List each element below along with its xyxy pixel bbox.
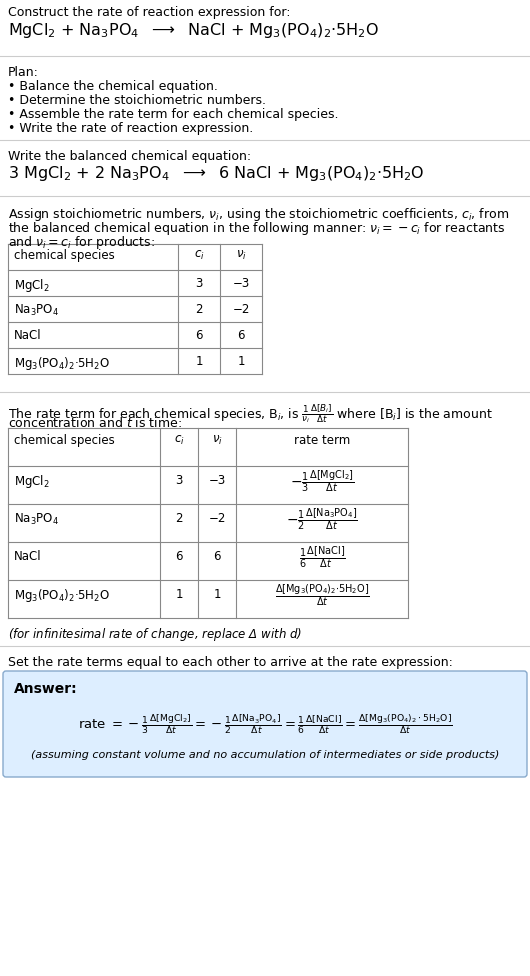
Text: (assuming constant volume and no accumulation of intermediates or side products): (assuming constant volume and no accumul… [31,750,499,760]
FancyBboxPatch shape [3,671,527,777]
Text: (for infinitesimal rate of change, replace Δ with $d$): (for infinitesimal rate of change, repla… [8,626,302,643]
Text: Mg$_3$(PO$_4$)$_2$·5H$_2$O: Mg$_3$(PO$_4$)$_2$·5H$_2$O [14,355,110,372]
Text: MgCl$_2$ + Na$_3$PO$_4$  $\longrightarrow$  NaCl + Mg$_3$(PO$_4$)$_2$$\cdot$5H$_: MgCl$_2$ + Na$_3$PO$_4$ $\longrightarrow… [8,21,378,40]
Text: $c_i$: $c_i$ [174,434,184,447]
Text: Na$_3$PO$_4$: Na$_3$PO$_4$ [14,511,59,526]
Text: −3: −3 [208,474,226,487]
Text: 1: 1 [175,589,183,601]
Text: $-\frac{1}{2}\frac{\Delta[\mathrm{Na_3PO_4}]}{\Delta t}$: $-\frac{1}{2}\frac{\Delta[\mathrm{Na_3PO… [286,507,358,532]
Text: $\nu_i$: $\nu_i$ [211,434,223,447]
Text: 6: 6 [237,329,245,342]
Text: 6: 6 [195,329,203,342]
Text: $c_i$: $c_i$ [193,249,205,263]
Text: 2: 2 [175,512,183,525]
Text: $-\frac{1}{3}\frac{\Delta[\mathrm{MgCl_2}]}{\Delta t}$: $-\frac{1}{3}\frac{\Delta[\mathrm{MgCl_2… [290,468,354,494]
Text: chemical species: chemical species [14,249,115,262]
Text: concentration and $t$ is time:: concentration and $t$ is time: [8,416,182,430]
Text: $\nu_i$: $\nu_i$ [236,249,246,263]
Text: $\frac{1}{6}\frac{\Delta[\mathrm{NaCl}]}{\Delta t}$: $\frac{1}{6}\frac{\Delta[\mathrm{NaCl}]}… [298,545,346,570]
Text: rate term: rate term [294,434,350,447]
Text: 6: 6 [175,550,183,563]
Text: 1: 1 [213,589,221,601]
Text: −3: −3 [232,277,250,290]
Text: 6: 6 [213,550,221,563]
Text: 3 MgCl$_2$ + 2 Na$_3$PO$_4$  $\longrightarrow$  6 NaCl + Mg$_3$(PO$_4$)$_2$$\cdo: 3 MgCl$_2$ + 2 Na$_3$PO$_4$ $\longrighta… [8,164,425,183]
Text: $\frac{\Delta[\mathrm{Mg_3(PO_4)_2{\cdot}5H_2O}]}{\Delta t}$: $\frac{\Delta[\mathrm{Mg_3(PO_4)_2{\cdot… [275,582,369,608]
Text: • Balance the chemical equation.: • Balance the chemical equation. [8,80,218,93]
Text: NaCl: NaCl [14,550,42,563]
Text: MgCl$_2$: MgCl$_2$ [14,472,50,490]
Text: Assign stoichiometric numbers, $\nu_i$, using the stoichiometric coefficients, $: Assign stoichiometric numbers, $\nu_i$, … [8,206,509,223]
Text: rate $= -\frac{1}{3}\frac{\Delta[\mathrm{MgCl_2}]}{\Delta t} = -\frac{1}{2}\frac: rate $= -\frac{1}{3}\frac{\Delta[\mathrm… [77,712,453,736]
Text: Answer:: Answer: [14,682,77,696]
Text: • Write the rate of reaction expression.: • Write the rate of reaction expression. [8,122,253,135]
Text: Write the balanced chemical equation:: Write the balanced chemical equation: [8,150,251,163]
Text: 1: 1 [237,355,245,368]
Text: • Assemble the rate term for each chemical species.: • Assemble the rate term for each chemic… [8,108,339,121]
Text: the balanced chemical equation in the following manner: $\nu_i = -c_i$ for react: the balanced chemical equation in the fo… [8,220,506,237]
Text: • Determine the stoichiometric numbers.: • Determine the stoichiometric numbers. [8,94,266,107]
Text: Construct the rate of reaction expression for:: Construct the rate of reaction expressio… [8,6,290,19]
Text: Plan:: Plan: [8,66,39,79]
Text: 1: 1 [195,355,203,368]
Text: Na$_3$PO$_4$: Na$_3$PO$_4$ [14,303,59,318]
Text: The rate term for each chemical species, B$_i$, is $\frac{1}{\nu_i}\frac{\Delta[: The rate term for each chemical species,… [8,402,493,425]
Text: chemical species: chemical species [14,434,115,447]
Text: Mg$_3$(PO$_4$)$_2$·5H$_2$O: Mg$_3$(PO$_4$)$_2$·5H$_2$O [14,587,110,603]
Text: −2: −2 [208,512,226,525]
Text: NaCl: NaCl [14,329,42,342]
Text: −2: −2 [232,303,250,316]
Text: 3: 3 [196,277,202,290]
Text: 2: 2 [195,303,203,316]
Text: MgCl$_2$: MgCl$_2$ [14,277,50,294]
Text: and $\nu_i = c_i$ for products:: and $\nu_i = c_i$ for products: [8,234,155,251]
Text: 3: 3 [175,474,183,487]
Text: Set the rate terms equal to each other to arrive at the rate expression:: Set the rate terms equal to each other t… [8,656,453,669]
